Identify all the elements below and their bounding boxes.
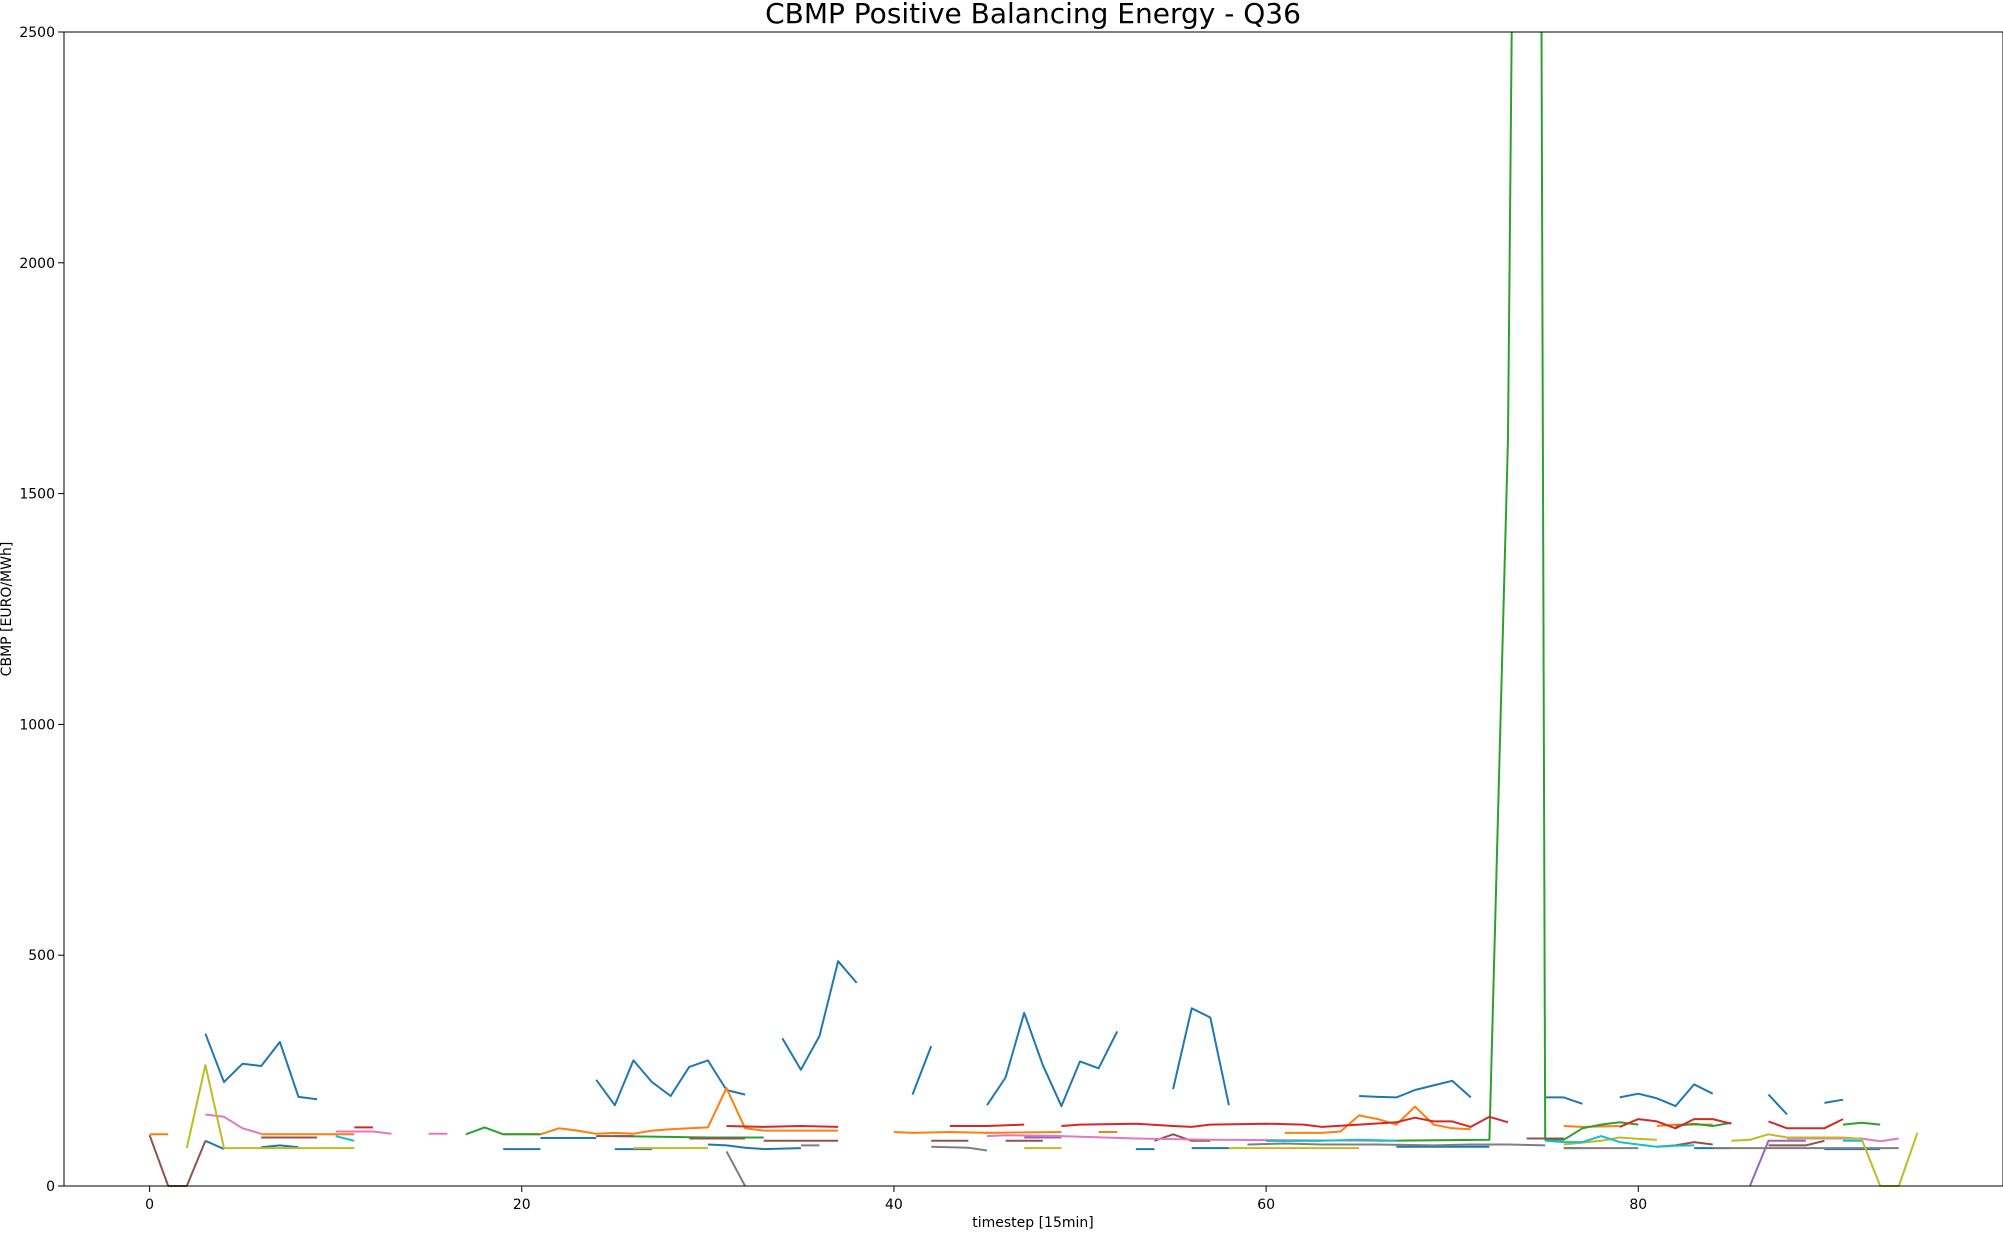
series-0-segment-7 [1545,1096,1583,1105]
series-0-segment-5 [1172,1007,1230,1106]
series-3-segment-3 [1061,1115,1509,1128]
series-3-segment-2 [949,1123,1025,1127]
y-axis-label: CBMP [EURO/MWh] [0,542,15,677]
series-2-segment-3 [1540,31,1639,1141]
series-2-segment-0 [465,1126,541,1136]
y-axis-ticks: 0 500 1000 1500 2000 2500 [19,25,64,1195]
series-2-segment-1 [614,1135,764,1139]
series-1-segment-3 [893,1131,1062,1134]
series-7-segment-3 [1247,1142,1546,1147]
series-5-segment-11 [1768,1139,1825,1147]
series-0-segment-2 [781,960,858,1071]
plot-lines [148,31,1919,1187]
y-tick-label: 1500 [19,487,55,503]
series-9-segment-0 [335,1135,355,1142]
series-7-segment-2 [931,1145,988,1152]
series-0-segment-4 [986,1011,1119,1108]
series-0-segment-9 [1767,1093,1788,1116]
series-3-segment-5 [1768,1118,1844,1130]
x-tick-label: 80 [1629,1197,1647,1213]
series-2-segment-5 [1842,1121,1881,1126]
x-axis-ticks: 0 20 40 60 80 [145,1186,1647,1213]
series-0-segment-16 [707,1143,801,1151]
series-0-segment-3 [911,1045,933,1095]
y-tick-label: 2500 [19,25,55,41]
series-9-segment-1 [1266,1138,1397,1142]
series-1-segment-6 [1563,1125,1620,1128]
y-tick-label: 2000 [19,256,55,272]
y-tick-label: 500 [28,948,55,964]
series-2-segment-2 [1377,31,1513,1142]
x-tick-label: 0 [145,1197,154,1213]
series-3-segment-1 [726,1125,839,1128]
y-tick-label: 0 [46,1179,55,1195]
series-6-segment-0 [205,1113,262,1135]
series-0-segment-10 [1824,1098,1844,1104]
x-tick-label: 40 [885,1197,903,1213]
series-3-segment-4 [1619,1118,1732,1130]
series-0-segment-8 [1619,1083,1714,1108]
x-axis-label: timestep [15min] [972,1215,1094,1230]
chart-title: CBMP Positive Balancing Energy - Q36 [765,0,1301,30]
series-0-segment-11 [204,1139,225,1151]
series-0-segment-0 [204,1033,318,1101]
series-8-segment-4 [1563,1136,1657,1146]
series-0-segment-6 [1359,1079,1472,1099]
x-tick-label: 60 [1257,1197,1275,1213]
series-1-segment-5 [1284,1105,1471,1134]
series-2-segment-4 [1675,1121,1732,1127]
plot-frame [63,31,2003,1187]
series-6-segment-1 [335,1130,392,1135]
series-5-segment-0 [148,1134,207,1187]
series-0-segment-12 [261,1144,299,1149]
y-tick-label: 1000 [19,717,55,733]
series-8-segment-0 [185,1064,355,1150]
series-6-segment-3 [986,1134,1378,1142]
x-tick-label: 20 [513,1197,531,1213]
series-4-segment-1 [1748,1139,1806,1187]
series-7-segment-0 [725,1150,746,1187]
series-1-segment-2 [503,1087,839,1136]
series-9-segment-2 [1545,1135,1695,1148]
series-0-segment-1 [595,1059,746,1107]
series-5-segment-7 [1154,1133,1211,1142]
